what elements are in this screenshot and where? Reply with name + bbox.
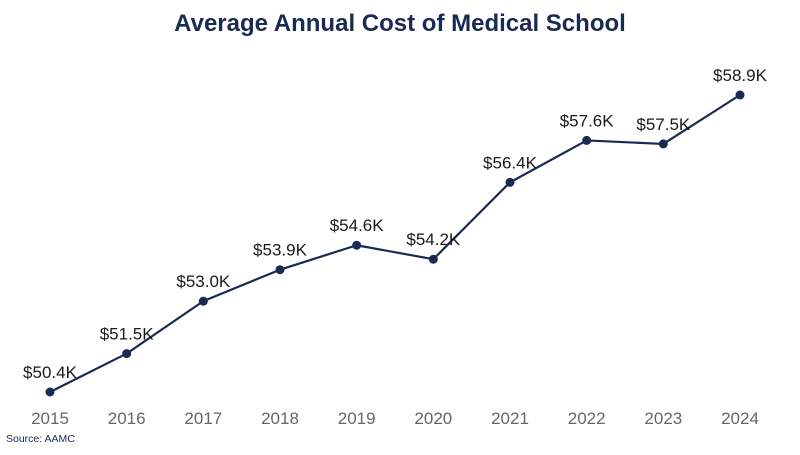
svg-text:$57.6K: $57.6K xyxy=(560,111,615,130)
svg-text:2018: 2018 xyxy=(261,409,299,428)
svg-text:2015: 2015 xyxy=(31,409,69,428)
svg-text:2019: 2019 xyxy=(338,409,376,428)
svg-text:$54.6K: $54.6K xyxy=(330,216,385,235)
svg-text:2016: 2016 xyxy=(108,409,146,428)
svg-text:2024: 2024 xyxy=(721,409,759,428)
svg-text:$57.5K: $57.5K xyxy=(636,115,691,134)
svg-text:$58.9K: $58.9K xyxy=(713,66,768,85)
svg-text:$50.4K: $50.4K xyxy=(23,363,78,382)
svg-text:$56.4K: $56.4K xyxy=(483,153,538,172)
svg-text:2020: 2020 xyxy=(414,409,452,428)
svg-text:2021: 2021 xyxy=(491,409,529,428)
svg-text:$54.2K: $54.2K xyxy=(406,230,461,249)
svg-text:2022: 2022 xyxy=(568,409,606,428)
svg-text:2023: 2023 xyxy=(644,409,682,428)
svg-text:2017: 2017 xyxy=(184,409,222,428)
svg-text:$51.5K: $51.5K xyxy=(100,325,155,344)
svg-text:$53.0K: $53.0K xyxy=(176,272,231,291)
svg-text:$53.9K: $53.9K xyxy=(253,241,308,260)
